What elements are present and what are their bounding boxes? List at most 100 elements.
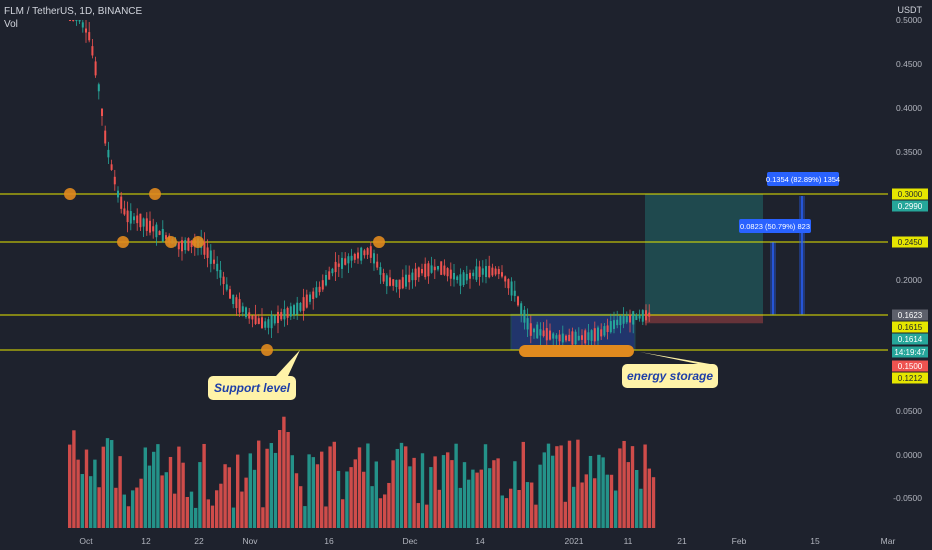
volume-bar — [118, 456, 122, 528]
candle-body — [465, 273, 468, 281]
candle-body — [360, 247, 363, 261]
candle-body — [318, 286, 321, 293]
volume-bar — [643, 444, 647, 528]
candle-body — [277, 311, 279, 324]
candle-body — [491, 267, 494, 276]
volume-bar — [647, 468, 651, 528]
volume-bar — [593, 478, 597, 528]
candle-body — [353, 253, 356, 260]
measure-tools: 0.1354 (82.89%) 1354 0.0823 (50.79%) 823 — [739, 172, 840, 315]
volume-bar — [210, 505, 215, 528]
candle-body — [165, 235, 167, 240]
price-tag — [892, 309, 928, 321]
candle-body — [469, 272, 471, 279]
volume-bar — [231, 507, 236, 528]
symbol-title[interactable]: FLM / TetherUS, 1D, BINANCE — [4, 6, 143, 17]
price-tag — [892, 188, 928, 200]
volume-bar — [135, 487, 139, 528]
volume-bar — [462, 462, 467, 528]
volume-bar — [122, 494, 126, 528]
candle-body — [453, 272, 455, 280]
volume-bar — [509, 488, 513, 528]
volume-bar — [630, 446, 635, 528]
volume-bar — [219, 483, 223, 528]
candle-body — [88, 32, 91, 41]
price-tag — [892, 200, 928, 212]
candle-body — [245, 307, 247, 318]
volume-bars — [68, 416, 656, 528]
volume-bar — [517, 489, 521, 528]
volume-bar — [618, 448, 622, 528]
volume-bar — [93, 459, 97, 528]
touch-marker — [64, 188, 76, 200]
candle-body — [78, 20, 81, 22]
volume-bar — [76, 459, 80, 528]
candle-body — [424, 263, 427, 278]
candle-body — [203, 241, 206, 255]
volume-bar — [362, 471, 366, 528]
volume-bar — [126, 506, 131, 528]
volume-bar — [110, 440, 114, 528]
candle-body — [475, 266, 478, 280]
candle-body — [209, 250, 212, 264]
volume-bar — [269, 443, 273, 528]
candle-body — [184, 240, 187, 251]
volume-bar — [395, 448, 399, 528]
candle-body — [309, 294, 311, 302]
stop-zone — [645, 314, 763, 324]
candle-body — [81, 22, 84, 28]
volume-bar — [282, 416, 286, 528]
time-tick-label: 12 — [141, 536, 151, 546]
candle-body — [104, 130, 107, 144]
candle-body — [382, 273, 385, 282]
volume-bar — [513, 461, 517, 528]
volume-bar — [252, 469, 257, 528]
candle-body — [401, 277, 404, 289]
candle-body — [545, 328, 548, 341]
candle-body — [94, 61, 97, 76]
volume-bar — [177, 446, 181, 528]
volume-bar — [383, 494, 387, 528]
volume-bar — [387, 482, 391, 528]
volume-bar — [89, 476, 93, 528]
volume-bar — [261, 507, 265, 528]
volume-bar — [189, 491, 194, 528]
candle-body — [597, 327, 599, 341]
candle-body — [337, 263, 340, 267]
candle-body — [241, 306, 244, 312]
volume-bar — [303, 506, 307, 528]
touch-marker — [117, 236, 129, 248]
price-axis[interactable]: 0.5000 0.4500 0.4000 0.3500 0.2000 0.0500 0.00… — [892, 15, 928, 503]
volume-bar — [378, 498, 383, 528]
volume-bar — [366, 443, 370, 528]
candle-body — [529, 323, 532, 336]
candle-body — [558, 334, 561, 342]
volume-bar — [198, 462, 202, 528]
volume-bar — [483, 444, 488, 528]
callout-pointer — [640, 352, 710, 364]
candle-body — [571, 331, 574, 345]
candle-body — [261, 317, 263, 329]
candle-body — [414, 268, 417, 281]
candle-body — [561, 333, 564, 343]
volume-bar — [160, 475, 164, 528]
touch-marker — [192, 236, 204, 248]
volume-bar — [324, 506, 328, 528]
volume-bar — [278, 430, 282, 528]
price-tag-label: 0.1500 — [898, 362, 923, 371]
candle-body — [254, 314, 257, 324]
candle-body — [379, 267, 382, 275]
volume-indicator-label[interactable]: Vol — [4, 19, 18, 30]
time-axis[interactable]: Oct 12 22 Nov 16 Dec 14 2021 11 21 Feb 15 Mar — [79, 536, 895, 546]
volume-bar — [173, 493, 177, 528]
volume-bar — [538, 464, 542, 528]
candle-body — [235, 297, 238, 309]
callouts: Support level energy storage — [208, 350, 718, 400]
volume-bar — [559, 445, 563, 528]
volume-bar — [576, 439, 580, 528]
time-tick-label: 2021 — [565, 536, 584, 546]
volume-bar — [492, 460, 496, 528]
volume-bar — [341, 499, 345, 528]
candle-body — [344, 258, 347, 265]
